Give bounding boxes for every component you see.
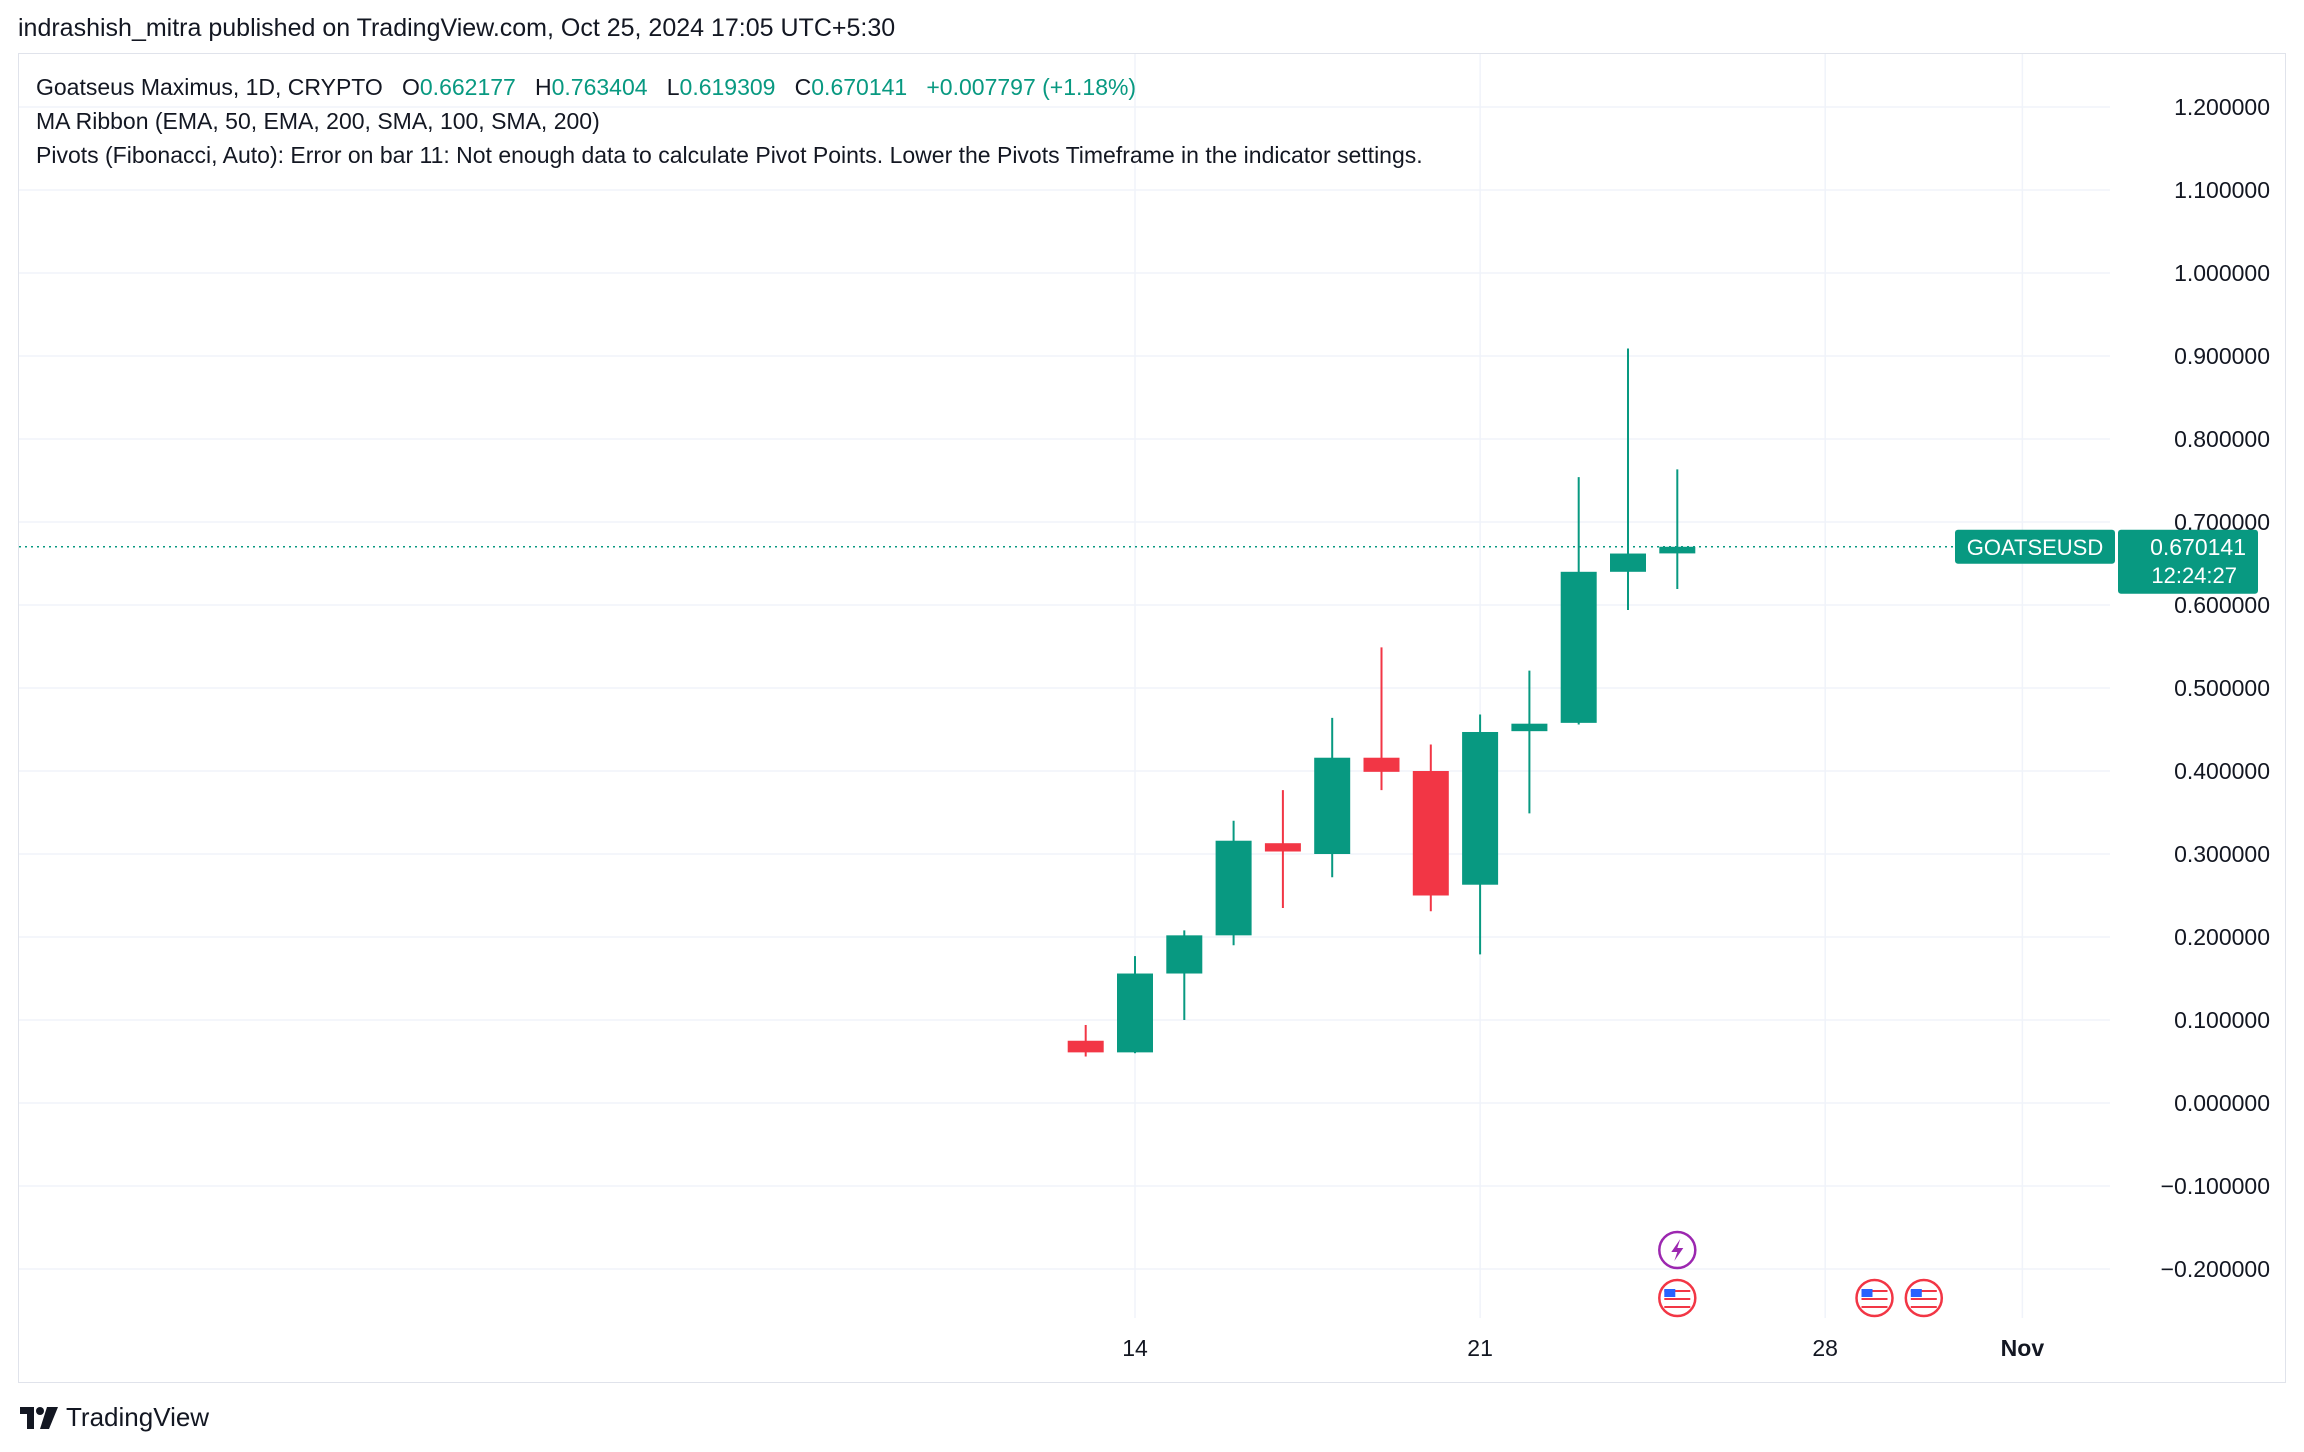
candle-body[interactable] (1314, 757, 1351, 854)
legend-low-label: L (666, 74, 680, 100)
candle-body[interactable] (1264, 843, 1301, 852)
candle-body[interactable] (1117, 973, 1153, 1053)
legend-high-value: 0.763404 (551, 74, 648, 100)
legend-high-label: H (535, 74, 552, 100)
lightning-glyph (1671, 1239, 1684, 1261)
x-tick-label: 14 (1122, 1335, 1148, 1361)
y-tick-label: −0.100000 (2161, 1173, 2270, 1199)
candle-body[interactable] (1610, 553, 1646, 572)
y-tick-label: 0.200000 (2174, 924, 2270, 950)
flag-stripe (1861, 1302, 1888, 1304)
legend-indicator-ma-ribbon[interactable]: MA Ribbon (EMA, 50, EMA, 200, SMA, 100, … (36, 108, 600, 134)
legend-open-value: 0.662177 (419, 74, 516, 100)
tradingview-brand[interactable]: TradingView (20, 1402, 209, 1433)
flag-stripe (1664, 1306, 1691, 1308)
candle-body[interactable] (1363, 757, 1400, 772)
flag-stripe (1861, 1294, 1888, 1296)
chart-frame (18, 53, 2286, 1383)
legend-indicator-pivots[interactable]: Pivots (Fibonacci, Auto): Error on bar 1… (36, 142, 1423, 168)
candle-body[interactable] (1659, 546, 1696, 554)
candle-body[interactable] (1166, 935, 1203, 974)
flag-stripe (1861, 1290, 1888, 1292)
y-tick-label: 1.000000 (2174, 260, 2270, 286)
y-tick-label: 0.500000 (2174, 675, 2270, 701)
x-tick-label: 28 (1812, 1335, 1838, 1361)
y-tick-label: 1.200000 (2174, 94, 2270, 120)
legend-ohlc-line: Goatseus Maximus, 1D, CRYPTO O0.662177 H… (36, 70, 1423, 104)
last-price-box (2118, 529, 2258, 594)
y-tick-label: 0.300000 (2174, 841, 2270, 867)
candle-body[interactable] (1511, 723, 1548, 732)
y-tick-label: 0.600000 (2174, 592, 2270, 618)
flag-canton (1861, 1289, 1873, 1297)
candle-body[interactable] (1215, 840, 1252, 936)
chart-legend: Goatseus Maximus, 1D, CRYPTO O0.662177 H… (36, 70, 1423, 172)
candle-body[interactable] (1412, 771, 1449, 896)
y-tick-label: 0.800000 (2174, 426, 2270, 452)
flag-stripe (1910, 1290, 1937, 1292)
y-tick-label: 0.900000 (2174, 343, 2270, 369)
brand-name: TradingView (66, 1402, 210, 1432)
flag-canton (1910, 1289, 1922, 1297)
legend-close-label: C (794, 74, 812, 100)
flag-stripe (1861, 1298, 1888, 1300)
legend-open-label: O (402, 74, 420, 100)
last-price-label: 0.670141 (2150, 534, 2246, 560)
flag-stripe (1664, 1298, 1691, 1300)
y-tick-label: −0.200000 (2161, 1256, 2270, 1282)
symbol-price-label: GOATSEUSD (1967, 535, 2104, 560)
x-tick-label: Nov (2001, 1335, 2045, 1361)
y-tick-label: 0.400000 (2174, 758, 2270, 784)
tradingview-logo-icon (20, 1406, 58, 1429)
candle-body[interactable] (1067, 1040, 1104, 1053)
x-tick-label: 21 (1467, 1335, 1493, 1361)
flag-stripe (1910, 1298, 1937, 1300)
legend-symbol-info[interactable]: Goatseus Maximus, 1D, CRYPTO (36, 74, 383, 100)
legend-low-value: 0.619309 (679, 74, 776, 100)
flag-stripe (1910, 1302, 1937, 1304)
legend-close-value: 0.670141 (811, 74, 908, 100)
flag-stripe (1664, 1290, 1691, 1292)
flag-stripe (1664, 1302, 1691, 1304)
candle-body[interactable] (1560, 571, 1597, 723)
flag-stripe (1910, 1294, 1937, 1296)
y-tick-label: 0.100000 (2174, 1007, 2270, 1033)
countdown-label: 12:24:27 (2151, 563, 2237, 588)
y-tick-label: 1.100000 (2174, 177, 2270, 203)
y-tick-label: 0.000000 (2174, 1090, 2270, 1116)
symbol-price-label-box (1955, 529, 2115, 564)
published-line: indrashish_mitra published on TradingVie… (18, 14, 896, 42)
flag-stripe (1664, 1294, 1691, 1296)
flag-stripe (1910, 1306, 1937, 1308)
flag-stripe (1861, 1306, 1888, 1308)
legend-change: +0.007797 (+1.18%) (926, 74, 1137, 100)
flag-canton (1664, 1289, 1676, 1297)
candle-body[interactable] (1462, 731, 1499, 885)
